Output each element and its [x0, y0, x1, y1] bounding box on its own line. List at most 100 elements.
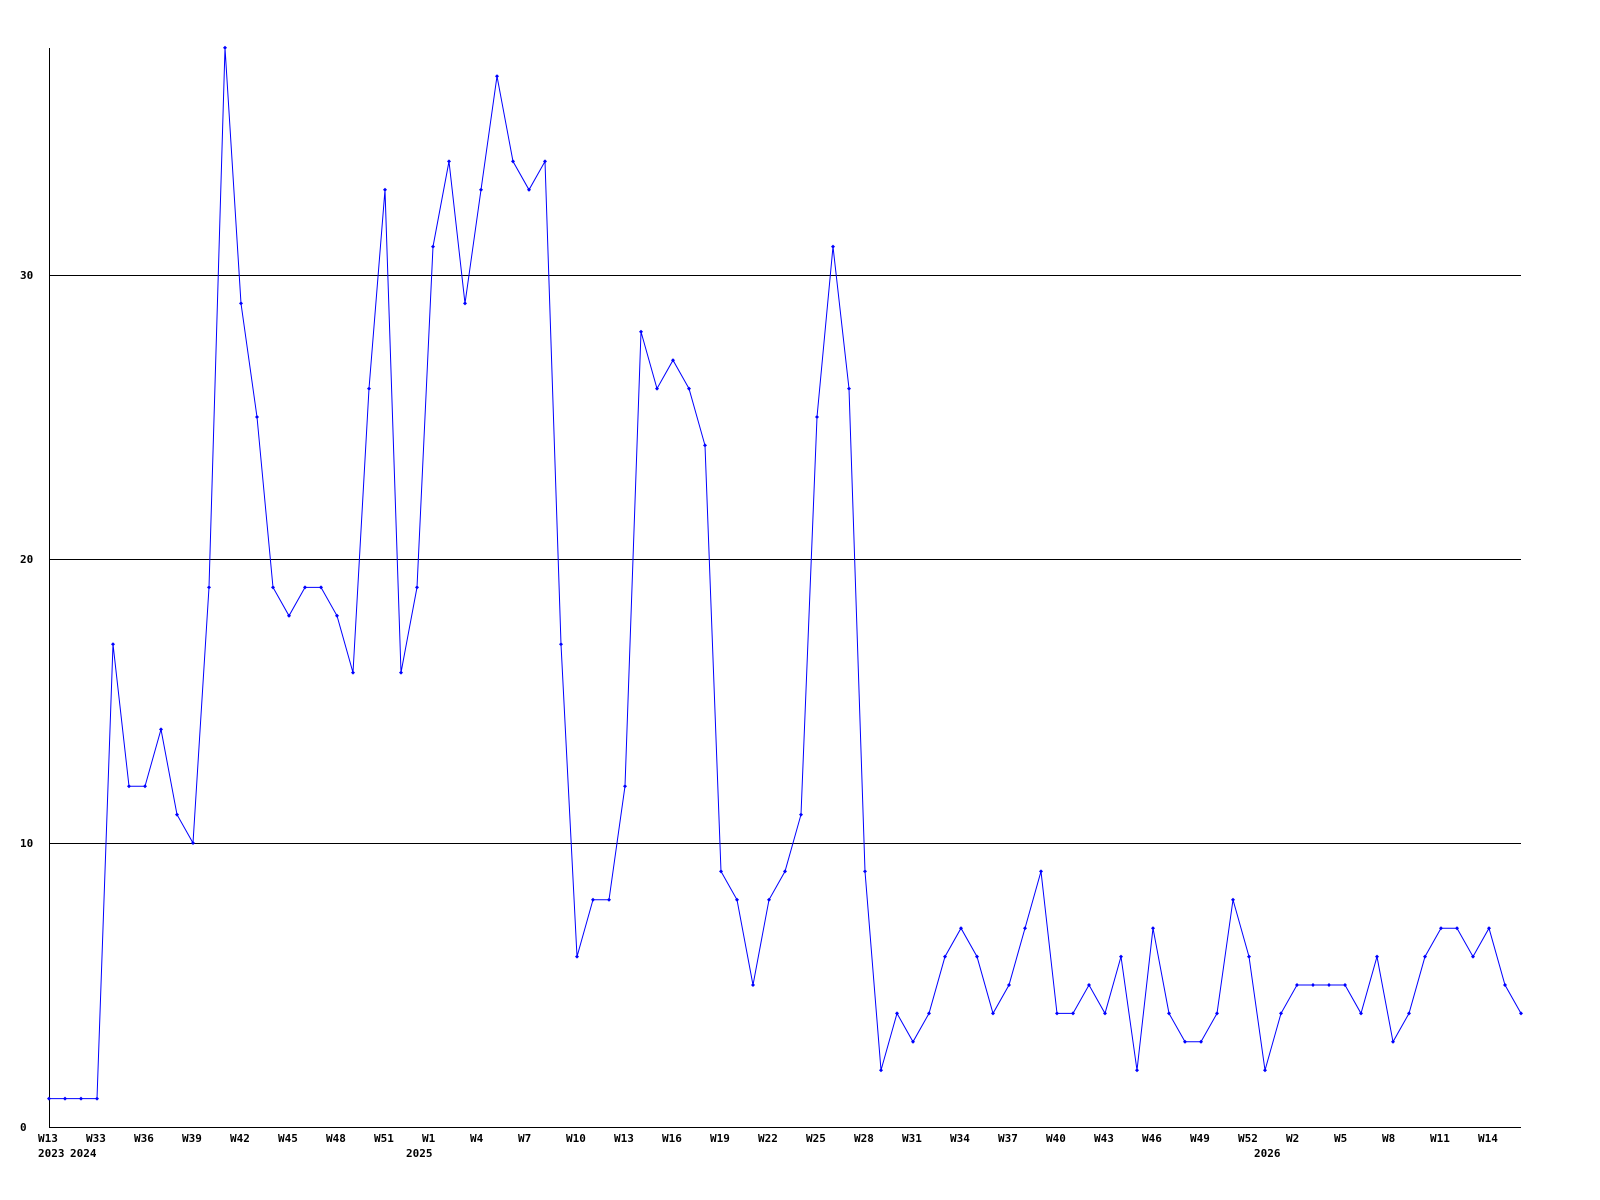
data-point [335, 613, 339, 618]
data-point [1199, 1039, 1203, 1044]
data-point [1071, 1011, 1075, 1016]
x-tick-label: W22 [758, 1132, 778, 1145]
data-point [127, 784, 131, 789]
x-tick-label: W16 [662, 1132, 682, 1145]
data-point [399, 670, 403, 675]
data-point [1231, 897, 1235, 902]
data-point [959, 926, 963, 931]
x-tick-label: W10 [566, 1132, 586, 1145]
y-tick-label: 20 [20, 553, 33, 566]
data-point [383, 187, 387, 192]
data-point [1487, 926, 1491, 931]
data-point [991, 1011, 995, 1016]
data-point [943, 954, 947, 959]
data-point [607, 897, 611, 902]
data-point [1023, 926, 1027, 931]
data-point [79, 1096, 83, 1101]
year-label: 2026 [1254, 1147, 1281, 1160]
data-point [703, 443, 707, 448]
y-tick-label: 10 [20, 837, 33, 850]
data-point [911, 1039, 915, 1044]
data-point [1471, 954, 1475, 959]
data-point [1167, 1011, 1171, 1016]
data-point [895, 1011, 899, 1016]
data-point [1391, 1039, 1395, 1044]
data-point [831, 244, 835, 249]
data-point [319, 585, 323, 590]
series-line [49, 47, 1522, 1100]
data-point [1295, 983, 1299, 987]
x-tick-label: W5 [1334, 1132, 1347, 1145]
data-point [1247, 954, 1251, 959]
data-point [287, 613, 291, 618]
data-point [655, 386, 659, 391]
x-tick-label: W11 [1430, 1132, 1450, 1145]
data-point [111, 642, 115, 647]
x-tick-label: W1 [422, 1132, 436, 1145]
x-tick-label: W36 [134, 1132, 154, 1145]
data-point [1263, 1068, 1267, 1073]
x-tick-label: W39 [182, 1132, 202, 1145]
data-point [1375, 954, 1379, 959]
year-label: 2025 [406, 1147, 433, 1160]
data-point [143, 784, 147, 789]
data-point [191, 841, 195, 845]
data-point [927, 1011, 931, 1016]
data-point [847, 386, 851, 391]
data-point [303, 585, 307, 590]
data-point [223, 45, 227, 50]
x-tick-label: W37 [998, 1132, 1018, 1145]
data-point [1055, 1011, 1059, 1016]
data-point [1503, 983, 1507, 987]
data-point [447, 159, 451, 164]
x-tick-label: W43 [1094, 1132, 1114, 1145]
data-point [1455, 926, 1459, 931]
data-point [815, 415, 819, 419]
data-point [1151, 926, 1155, 931]
data-point [95, 1096, 99, 1101]
data-point [1519, 1011, 1523, 1016]
data-point [719, 869, 723, 874]
data-point [1439, 926, 1443, 931]
y-tick-label: 0 [20, 1121, 27, 1134]
year-labels: 2023 2024 2025 2026 [38, 1147, 1281, 1160]
data-point [527, 187, 531, 192]
y-tick-labels: 0 10 20 30 [20, 269, 33, 1134]
data-point [63, 1096, 67, 1101]
year-label: 2024 [70, 1147, 97, 1160]
data-point [1343, 983, 1347, 987]
year-label: 2023 [38, 1147, 65, 1160]
x-tick-label: W45 [278, 1132, 298, 1145]
data-point [1135, 1068, 1139, 1073]
x-tick-label: W13 [614, 1132, 634, 1145]
data-point [1087, 983, 1091, 987]
data-point [207, 585, 211, 590]
x-tick-label: W19 [710, 1132, 730, 1145]
x-tick-labels: W13 W33 W36 W39 W42 W45 W48 W51 W1 W4 W7 W10 W13 W16 W… [38, 1132, 1498, 1145]
data-point [591, 897, 595, 902]
data-point [271, 585, 275, 590]
x-tick-label: W8 [1382, 1132, 1395, 1145]
data-point [687, 386, 691, 391]
data-point [1039, 869, 1043, 874]
x-tick-label: W51 [374, 1132, 394, 1145]
x-tick-label: W48 [326, 1132, 346, 1145]
x-tick-label: W33 [86, 1132, 106, 1145]
data-point [255, 415, 259, 419]
x-tick-label: W25 [806, 1132, 826, 1145]
data-point [751, 983, 755, 987]
x-tick-label: W34 [950, 1132, 970, 1145]
data-point [863, 869, 867, 874]
data-point [1183, 1039, 1187, 1044]
data-point [1327, 983, 1331, 987]
data-point [1119, 954, 1123, 959]
data-point [575, 954, 579, 959]
data-point [1279, 1011, 1283, 1016]
series [47, 45, 1523, 1101]
data-point [239, 301, 243, 306]
data-point [559, 642, 563, 647]
data-point [463, 301, 467, 306]
data-point [767, 897, 771, 902]
axes [49, 48, 1521, 1128]
